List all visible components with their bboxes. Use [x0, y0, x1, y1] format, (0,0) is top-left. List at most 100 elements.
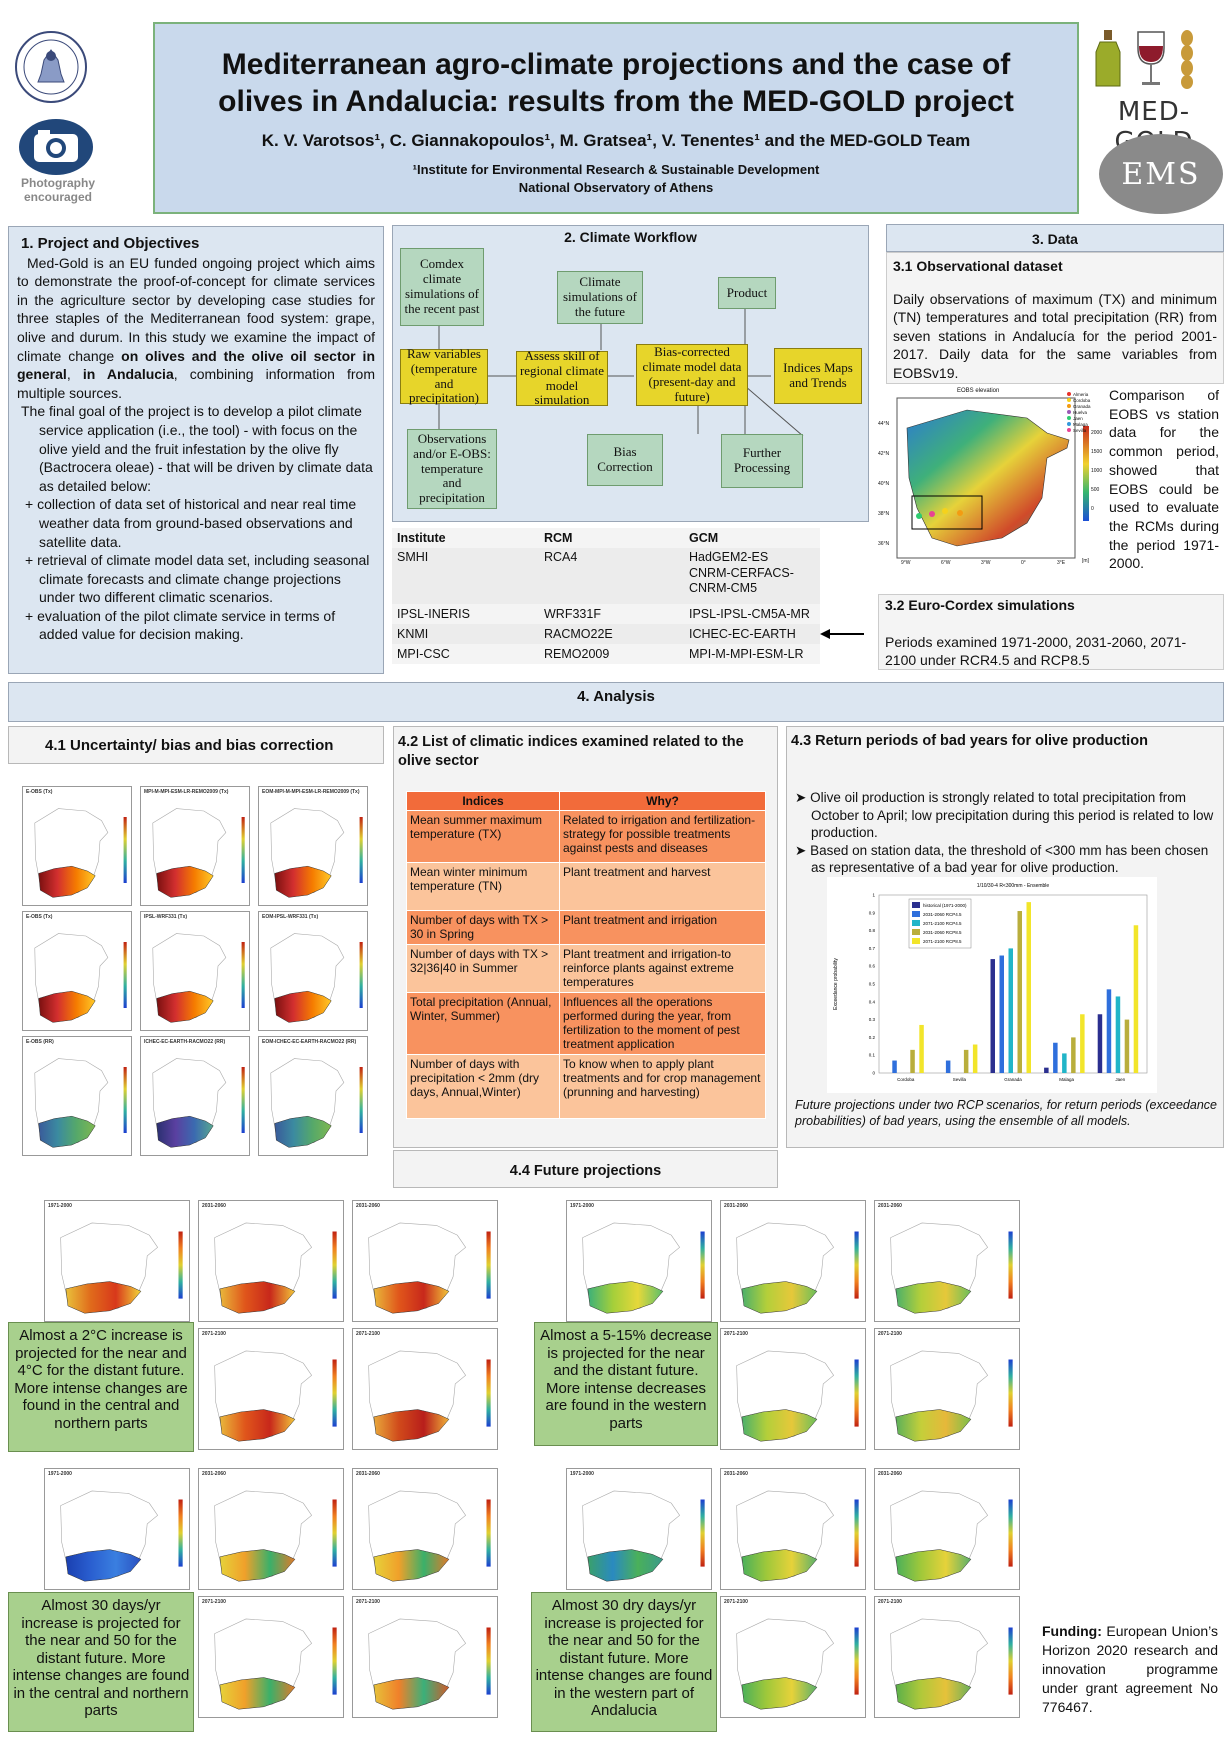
bullet-text: collection of data set of historical and… [37, 496, 357, 550]
table-header-cell: Why? [559, 791, 766, 811]
map-panel-label: 2031-2060 [878, 1203, 902, 1209]
map-panel: E-OBS (Tx) [22, 911, 132, 1031]
ems-logo: EMS [1099, 134, 1223, 214]
table-cell: Total precipitation (Annual, Winter, Sum… [406, 992, 560, 1055]
legend-swatch [912, 920, 920, 926]
map-graphic [214, 1350, 337, 1442]
finding-box-hot-days: Almost 30 days/yr increase is projected … [8, 1592, 194, 1732]
photo-line-1: Photography [21, 176, 95, 190]
map-panel-label: 2031-2060 [356, 1203, 380, 1209]
table-cell: SMHI [397, 550, 429, 564]
lon-tick: 3°E [1057, 560, 1066, 566]
funding-body: European Union’s Horizon 2020 research a… [1042, 1623, 1218, 1715]
chart-title: 1/10/30-4 R<300mm - Ensemble [977, 883, 1050, 889]
map-graphic [214, 1490, 337, 1582]
table-cell: WRF331F [544, 607, 601, 621]
map-graphic [152, 1058, 245, 1148]
lat-tick: 38°N [878, 511, 890, 517]
bias-map-grid: E-OBS (Tx) MPI-M-MPI-ESM-LR-REMO2009 (Tx)… [22, 786, 372, 1156]
table-cell: IPSL-IPSL-CM5A-MR [689, 607, 810, 621]
lon-tick: 9°W [901, 560, 911, 566]
cbar-unit: [m] [1082, 558, 1089, 564]
map-panel-label: 2071-2100 [878, 1599, 902, 1605]
list-item: + retrieval of climate model data set, i… [17, 551, 375, 607]
section3-observational: 3.1 Observational dataset Daily observat… [886, 252, 1224, 384]
bar [1026, 902, 1031, 1073]
cbar-tick: 1000 [1091, 468, 1103, 474]
legend-swatch [912, 911, 920, 917]
section1-heading: 1. Project and Objectives [21, 235, 200, 252]
cbar-tick: 2000 [1091, 430, 1103, 436]
workflow-box-assess-skill: Assess skill of regional climate model s… [516, 348, 608, 407]
para1-d: in Andalucia [82, 366, 174, 383]
workflow-box-bias-corrected-data: Bias-corrected climate model data (prese… [636, 344, 748, 406]
bar [972, 1044, 978, 1073]
bullet-symbol: + [25, 552, 34, 569]
map-panel-label: 2031-2060 [878, 1471, 902, 1477]
medgold-icons [1095, 30, 1193, 89]
map-panel: 2071-2100 [874, 1328, 1020, 1450]
table-cell: Mean summer maximum temperature (TX) [406, 810, 560, 863]
bar [999, 955, 1004, 1073]
legend-item: Granada [1067, 404, 1091, 410]
map-panel: 2071-2100 [874, 1596, 1020, 1718]
list-item: ➤ Olive oil production is strongly relat… [795, 789, 1215, 842]
workflow-box-further-processing: Further Processing [721, 434, 803, 488]
legend-item: Almeria [1067, 392, 1091, 398]
x-tick-label: Granada [1004, 1077, 1022, 1082]
y-axis-label: Exceedance probability [833, 958, 839, 1010]
workflow-box-comdex: Comdex climate simulations of the recent… [400, 248, 484, 326]
legend-item: Huelva [1067, 410, 1091, 416]
table-cell: Plant treatment and irrigation [559, 910, 766, 945]
table-row: Total precipitation (Annual, Winter, Sum… [406, 992, 766, 1055]
poster-title: Mediterranean agro-climate projections a… [155, 46, 1077, 120]
legend-label: 2071-2100 RCP8.5 [923, 939, 962, 944]
y-tick-label: 1 [872, 893, 875, 898]
map-panel-label: E-OBS (Tx) [26, 789, 53, 795]
y-tick-label: 0.1 [869, 1053, 876, 1058]
y-tick-label: 0.2 [869, 1035, 876, 1040]
legend-swatch [912, 929, 920, 935]
wheat-icon [1181, 30, 1193, 89]
legend-label: 2071-2100 RCP4.5 [923, 921, 962, 926]
map-graphic [34, 933, 127, 1023]
y-tick-label: 0.3 [869, 1017, 876, 1022]
ems-logo-text: EMS [1121, 156, 1201, 192]
lat-tick: 42°N [878, 451, 890, 457]
table-cell: Influences all the operations performed … [559, 992, 766, 1055]
map-panel: 2031-2060 [198, 1200, 344, 1322]
table-row: CNRM-CERFACS-CNRM-CM5 [392, 566, 820, 604]
bar [1133, 925, 1139, 1073]
affiliation: ¹Institute for Environmental Research & … [155, 161, 1077, 197]
map-graphic [270, 1058, 363, 1148]
map-graphic [582, 1490, 705, 1582]
y-tick-label: 0 [872, 1071, 875, 1076]
map-panel-label: IPSL-WRF331 (Tx) [144, 914, 188, 920]
map-panel: MPI-M-MPI-ESM-LR-REMO2009 (Tx) [140, 786, 250, 906]
x-tick-label: Sevilla [953, 1077, 967, 1082]
wine-glass-icon [1137, 31, 1165, 85]
map-panel-label: 1971-2000 [570, 1203, 594, 1209]
section-climate-workflow: 2. Climate Workflow Comdex climate simul… [392, 225, 869, 522]
table-cell: Related to irrigation and fertilization-… [559, 810, 766, 863]
y-tick-label: 0.4 [869, 999, 876, 1004]
legend-label: 2031-2060 RCP4.5 [923, 912, 962, 917]
sub44-heading: 4.4 Future projections [509, 1163, 662, 1179]
map-panel: 2031-2060 [874, 1200, 1020, 1322]
bullet-symbol: + [25, 496, 34, 513]
legend-dot-icon [1067, 428, 1071, 432]
bar [910, 1049, 915, 1073]
bullet-text: retrieval of climate model data set, inc… [37, 552, 370, 606]
table-cell: MPI-CSC [397, 647, 450, 661]
bar [1097, 1014, 1103, 1073]
table-cell: Plant treatment and harvest [559, 862, 766, 911]
y-tick-label: 0.7 [869, 946, 876, 951]
bullet-text: Olive oil production is strongly related… [810, 790, 1214, 840]
table-row: MPI-CSC REMO2009 MPI-M-MPI-ESM-LR [392, 644, 820, 664]
map-graphic [890, 1618, 1013, 1710]
eobs-elevation-map: EOBS elevation 44°N 42°N 40°N 38°N 36°N … [877, 388, 1107, 568]
table-cell: IPSL-INERIS [397, 607, 470, 621]
map-panel-label: ICHEC-EC-EARTH-RACMO22 (RR) [144, 1039, 226, 1045]
bullet-text: Based on station data, the threshold of … [810, 842, 1209, 876]
map-panel-label: 2071-2100 [356, 1599, 380, 1605]
